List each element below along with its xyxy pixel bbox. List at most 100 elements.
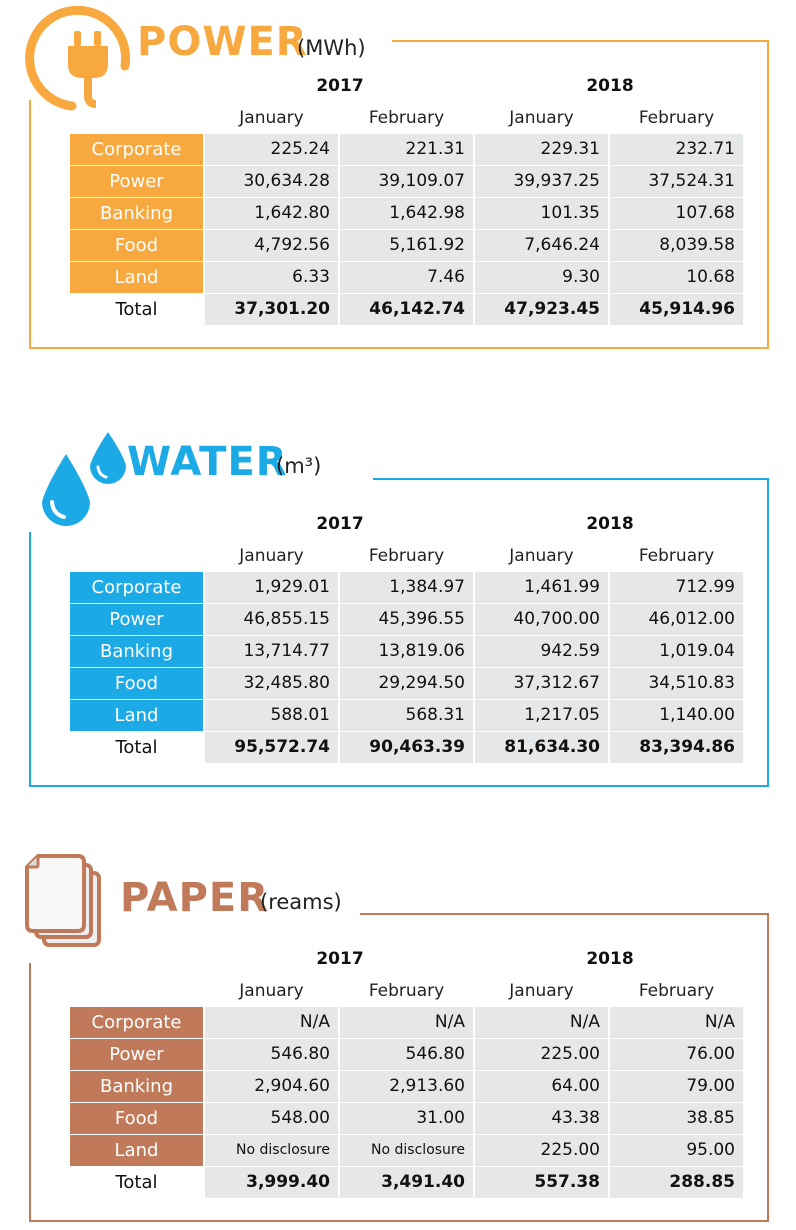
table-cell: 3,491.40 [340,1167,473,1198]
table-cell: 3,999.40 [205,1167,338,1198]
box-top-border [392,40,769,42]
table-cell: 90,463.39 [340,732,473,763]
table-cell: N/A [205,1007,338,1038]
table-cell: 232.71 [610,134,743,165]
table-cell: 13,714.77 [205,636,338,667]
month-header: February [368,981,445,1001]
month-header: January [509,108,574,128]
row-label: Land [70,262,203,293]
table-cell: 4,792.56 [205,230,338,261]
row-label: Power [70,604,203,635]
table-cell: 6.33 [205,262,338,293]
row-label: Corporate [70,1007,203,1038]
paper-title: PAPER [120,875,270,921]
table-cell: 1,642.80 [205,198,338,229]
table-row: Banking 1,642.80 1,642.98 101.35 107.68 [70,198,745,229]
table-cell: 13,819.06 [340,636,473,667]
month-header: January [239,981,304,1001]
table-cell: 2,904.60 [205,1071,338,1102]
box-left-border [29,963,31,1222]
month-header: February [368,108,445,128]
table-row: Land 6.33 7.46 9.30 10.68 [70,262,745,293]
table-cell: 64.00 [475,1071,608,1102]
table-row: Land No disclosure No disclosure 225.00 95.0… [70,1135,745,1166]
table-row: Food 32,485.80 29,294.50 37,312.67 34,510.83 [70,668,745,699]
table-row: Land 588.01 568.31 1,217.05 1,140.00 [70,700,745,731]
table-row: Banking 13,714.77 13,819.06 942.59 1,019.04 [70,636,745,667]
table-cell: 1,929.01 [205,572,338,603]
table-row: Corporate 1,929.01 1,384.97 1,461.99 712.99 [70,572,745,603]
month-header: January [239,108,304,128]
table-cell: 31.00 [340,1103,473,1134]
table-cell: 568.31 [340,700,473,731]
table-cell: 10.68 [610,262,743,293]
row-label: Food [70,230,203,261]
table-cell: 95.00 [610,1135,743,1166]
table-cell: 38.85 [610,1103,743,1134]
table-cell: 546.80 [205,1039,338,1070]
table-cell: 30,634.28 [205,166,338,197]
row-label: Total [115,1172,158,1193]
paper-box [29,913,769,1222]
table-cell: 7,646.24 [475,230,608,261]
table-cell: 288.85 [610,1167,743,1198]
row-label: Corporate [70,572,203,603]
table-cell: 225.24 [205,134,338,165]
table-cell: 81,634.30 [475,732,608,763]
month-header: January [239,546,304,566]
table-cell: 1,140.00 [610,700,743,731]
paper-unit: (reams) [260,890,342,914]
table-cell: 43.38 [475,1103,608,1134]
table-row: Food 548.00 31.00 43.38 38.85 [70,1103,745,1134]
row-label: Banking [70,636,203,667]
table-row: Power 546.80 546.80 225.00 76.00 [70,1039,745,1070]
table-cell: 557.38 [475,1167,608,1198]
table-cell: N/A [340,1007,473,1038]
table-cell: 712.99 [610,572,743,603]
box-left-border [29,532,31,787]
month-header: February [368,546,445,566]
table-cell: 7.46 [340,262,473,293]
table-cell: 1,019.04 [610,636,743,667]
year-header: 2017 [316,76,364,96]
water-unit: (m³) [276,454,322,478]
table-cell: 942.59 [475,636,608,667]
table-cell: 45,914.96 [610,294,743,325]
table-cell: 37,301.20 [205,294,338,325]
table-cell: 76.00 [610,1039,743,1070]
table-row: Corporate 225.24 221.31 229.31 232.71 [70,134,745,165]
table-cell: 46,012.00 [610,604,743,635]
table-cell: 1,217.05 [475,700,608,731]
table-cell: 45,396.55 [340,604,473,635]
total-row: Total 37,301.20 46,142.74 47,923.45 45,914.9… [70,294,745,325]
table-cell: 221.31 [340,134,473,165]
table-row: Banking 2,904.60 2,913.60 64.00 79.00 [70,1071,745,1102]
table-cell: 548.00 [205,1103,338,1134]
power-unit: (MWh) [297,36,366,60]
table-cell: 37,312.67 [475,668,608,699]
water-drops-icon [18,424,128,538]
table-cell: 46,142.74 [340,294,473,325]
table-cell: 29,294.50 [340,668,473,699]
year-header: 2018 [586,949,634,969]
table-cell: 37,524.31 [610,166,743,197]
table-cell: 107.68 [610,198,743,229]
month-header: February [638,546,715,566]
box-left-border [29,100,31,349]
year-header: 2017 [316,514,364,534]
month-header: January [509,981,574,1001]
table-cell: 32,485.80 [205,668,338,699]
table-cell: 46,855.15 [205,604,338,635]
year-header: 2018 [586,514,634,534]
row-label: Power [70,1039,203,1070]
table-cell: 1,384.97 [340,572,473,603]
table-cell: 225.00 [475,1135,608,1166]
table-row: Power 30,634.28 39,109.07 39,937.25 37,524.3… [70,166,745,197]
table-cell: 40,700.00 [475,604,608,635]
plug-icon [20,5,140,115]
month-header: February [638,108,715,128]
row-label: Food [70,668,203,699]
power-box [29,40,769,349]
